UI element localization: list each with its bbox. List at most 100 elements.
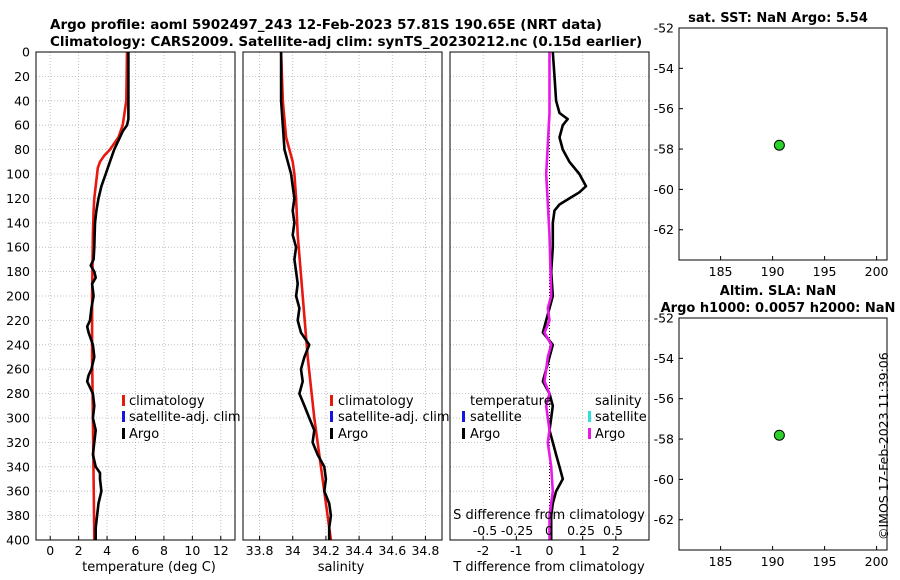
temperature-axes-box [35, 51, 236, 541]
salinity-legend: climatology satellite-adj. clim Argo [330, 394, 450, 442]
depth-tick-label: 120 [6, 191, 30, 206]
depth-tick-label: 160 [6, 240, 30, 255]
legend-s-argo-label: Argo [595, 427, 625, 442]
t-difference-tick-labels: -2 -1 0 1 2 [477, 543, 620, 558]
series-line-t-argo [541, 51, 588, 540]
depth-tick-label: 180 [6, 264, 30, 279]
temperature-grid [36, 51, 235, 541]
lat-tick-label: -56 [654, 101, 674, 116]
lon-tick-label: 195 [813, 264, 837, 279]
sst-map-axes-box [678, 27, 888, 261]
depth-tick-label: 200 [6, 289, 30, 304]
argo-location-marker [773, 429, 785, 441]
series-line-climatology [279, 51, 333, 541]
x-tick-label: 34.8 [411, 543, 439, 558]
temperature-xlabel: temperature (deg C) [82, 560, 216, 575]
legend-satellite-label: satellite-adj. clim [338, 410, 450, 425]
legend-salinity-title: salinity [595, 394, 642, 409]
sla-map-tick-labels: -52 -54 -56 -58 -60 -62 185 190 195 200 [654, 311, 889, 570]
depth-tick-label: 360 [6, 484, 30, 499]
lat-tick-label: -56 [654, 391, 674, 406]
sst-map-panel: sat. SST: NaN Argo: 5.54 -52 -54 -56 -58 -60… [654, 11, 889, 279]
salinity-xlabel: salinity [318, 560, 365, 575]
lat-tick-label: -54 [654, 351, 674, 366]
lat-tick-label: -58 [654, 432, 674, 447]
lat-tick-label: -62 [654, 512, 674, 527]
x-tick-label: 34.6 [378, 543, 406, 558]
salinity-axes-box [242, 51, 443, 541]
depth-tick-label: 20 [14, 69, 30, 84]
legend-argo-swatch [122, 428, 125, 439]
x-tick-label: 34 [285, 543, 301, 558]
s-difference-axis-label: S difference from climatology [453, 508, 645, 523]
legend-s-satellite-label: satellite [595, 410, 647, 425]
salinity-panel: 33.8 34 34.2 34.4 34.6 34.8 salinity climatol… [242, 51, 450, 575]
difference-axes-box [449, 51, 650, 541]
series-line-climatology [90, 51, 129, 541]
legend-argo-swatch [330, 428, 333, 439]
depth-tick-label: 80 [14, 142, 30, 157]
lat-tick-label: -60 [654, 182, 674, 197]
sla-map-panel: Altim. SLA: NaN Argo h1000: 0.0057 h2000… [654, 284, 896, 569]
depth-tick-label: 60 [14, 118, 30, 133]
sst-map-title: sat. SST: NaN Argo: 5.54 [688, 11, 868, 26]
x-tick-label: 8 [160, 543, 168, 558]
depth-tick-label: 100 [6, 167, 30, 182]
temperature-legend: climatology satellite-adj. clim Argo [122, 394, 241, 442]
depth-tick-label: 140 [6, 215, 30, 230]
series-line-argo [85, 52, 130, 540]
t-difference-xlabel: T difference from climatology [452, 560, 645, 575]
lon-tick-label: 200 [865, 554, 889, 569]
x-tick-label: -1 [510, 543, 522, 558]
temperature-series [85, 51, 130, 541]
x-tick-label: 12 [213, 543, 229, 558]
x-tick-label: -2 [477, 543, 489, 558]
figure-title-line2: Climatology: CARS2009. Satellite-adj cli… [50, 34, 642, 50]
legend-climatology-label: climatology [338, 394, 414, 409]
lon-tick-label: 195 [813, 554, 837, 569]
series-line-argo [279, 52, 333, 540]
x-tick-label: 2 [75, 543, 83, 558]
legend-temperature-title: temperature [470, 394, 552, 409]
x-tick-label: 2 [612, 543, 620, 558]
depth-tick-label: 260 [6, 362, 30, 377]
lat-tick-label: -52 [654, 21, 674, 36]
depth-tick-label: 380 [6, 508, 30, 523]
temperature-panel: 0204060801001201401601802002202402602803… [6, 45, 240, 576]
legend-argo-label: Argo [338, 427, 368, 442]
salinity-tick-labels: 33.8 34 34.2 34.4 34.6 34.8 [246, 543, 440, 558]
series-line-s-argo [543, 52, 555, 540]
lon-tick-label: 190 [761, 554, 785, 569]
lon-tick-label: 200 [865, 264, 889, 279]
temperature-tick-labels: 0 2 4 6 8 10 12 [46, 543, 229, 558]
depth-tick-label: 400 [6, 533, 30, 548]
lat-tick-label: -58 [654, 142, 674, 157]
s-tick-label: 0.5 [603, 523, 623, 538]
depth-tick-label: 340 [6, 459, 30, 474]
legend-satellite-swatch [122, 411, 125, 422]
legend-satellite-label: satellite-adj. clim [129, 410, 241, 425]
x-tick-label: 0 [546, 543, 554, 558]
s-tick-label: -0.5 [473, 523, 497, 538]
legend-climatology-label: climatology [129, 394, 205, 409]
legend-s-argo-swatch [588, 428, 591, 439]
x-tick-label: 0 [46, 543, 54, 558]
depth-tick-label: 240 [6, 337, 30, 352]
depth-tick-label: 0 [22, 45, 30, 60]
legend-s-satellite-swatch [588, 411, 591, 422]
s-tick-label: -0.25 [501, 523, 533, 538]
argo-location-marker [773, 139, 785, 151]
sla-map-subtitle: Argo h1000: 0.0057 h2000: NaN [661, 301, 896, 316]
legend-satellite-swatch [330, 411, 333, 422]
s-tick-label: 0.25 [567, 523, 595, 538]
depth-tick-label: 280 [6, 386, 30, 401]
lat-tick-label: -62 [654, 222, 674, 237]
lon-tick-label: 185 [709, 554, 733, 569]
s-difference-legend: salinity satellite Argo [588, 394, 647, 442]
salinity-series [279, 51, 333, 541]
figure-title-line1: Argo profile: aoml 5902497_243 12-Feb-20… [50, 17, 602, 33]
x-tick-label: 6 [132, 543, 140, 558]
s-difference-tick-labels: -0.5 -0.25 0 0.25 0.5 [473, 523, 623, 538]
legend-t-satellite-label: satellite [470, 410, 522, 425]
